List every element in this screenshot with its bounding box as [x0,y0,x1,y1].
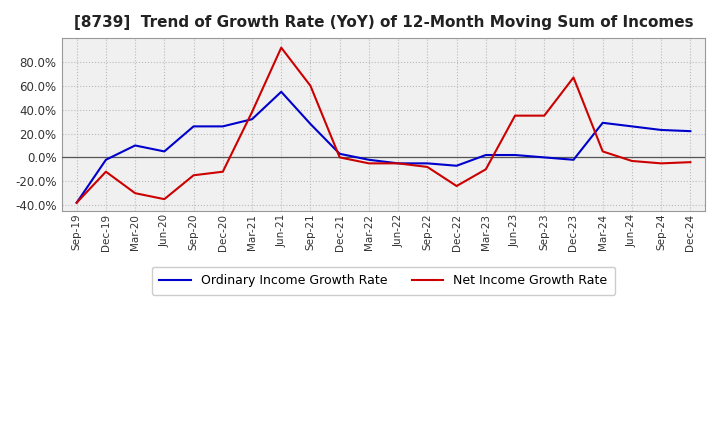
Net Income Growth Rate [510,113,519,118]
Net Income Growth Rate [306,83,315,88]
Ordinary Income Growth Rate [336,151,344,157]
Net Income Growth Rate [598,149,607,154]
Net Income Growth Rate [540,113,549,118]
Net Income Growth Rate [394,161,402,166]
Net Income Growth Rate [131,191,140,196]
Net Income Growth Rate [452,183,461,189]
Line: Ordinary Income Growth Rate: Ordinary Income Growth Rate [76,92,690,203]
Net Income Growth Rate [160,197,168,202]
Net Income Growth Rate [248,110,256,115]
Net Income Growth Rate [336,155,344,160]
Net Income Growth Rate [102,169,110,174]
Net Income Growth Rate [482,167,490,172]
Ordinary Income Growth Rate [102,157,110,162]
Ordinary Income Growth Rate [160,149,168,154]
Net Income Growth Rate [72,200,81,205]
Ordinary Income Growth Rate [248,117,256,122]
Net Income Growth Rate [277,45,286,50]
Ordinary Income Growth Rate [510,152,519,158]
Ordinary Income Growth Rate [686,128,695,134]
Net Income Growth Rate [364,161,373,166]
Ordinary Income Growth Rate [482,152,490,158]
Ordinary Income Growth Rate [364,157,373,162]
Ordinary Income Growth Rate [189,124,198,129]
Ordinary Income Growth Rate [657,127,665,132]
Ordinary Income Growth Rate [452,163,461,169]
Net Income Growth Rate [628,158,636,164]
Ordinary Income Growth Rate [394,161,402,166]
Ordinary Income Growth Rate [423,161,432,166]
Net Income Growth Rate [218,169,227,174]
Ordinary Income Growth Rate [306,121,315,127]
Ordinary Income Growth Rate [277,89,286,95]
Ordinary Income Growth Rate [628,124,636,129]
Ordinary Income Growth Rate [72,200,81,205]
Ordinary Income Growth Rate [570,157,578,162]
Net Income Growth Rate [423,164,432,169]
Title: [8739]  Trend of Growth Rate (YoY) of 12-Month Moving Sum of Incomes: [8739] Trend of Growth Rate (YoY) of 12-… [73,15,693,30]
Ordinary Income Growth Rate [131,143,140,148]
Ordinary Income Growth Rate [540,155,549,160]
Ordinary Income Growth Rate [598,120,607,125]
Ordinary Income Growth Rate [218,124,227,129]
Net Income Growth Rate [657,161,665,166]
Legend: Ordinary Income Growth Rate, Net Income Growth Rate: Ordinary Income Growth Rate, Net Income … [152,267,615,295]
Net Income Growth Rate [189,172,198,178]
Net Income Growth Rate [570,75,578,80]
Net Income Growth Rate [686,160,695,165]
Line: Net Income Growth Rate: Net Income Growth Rate [76,48,690,203]
